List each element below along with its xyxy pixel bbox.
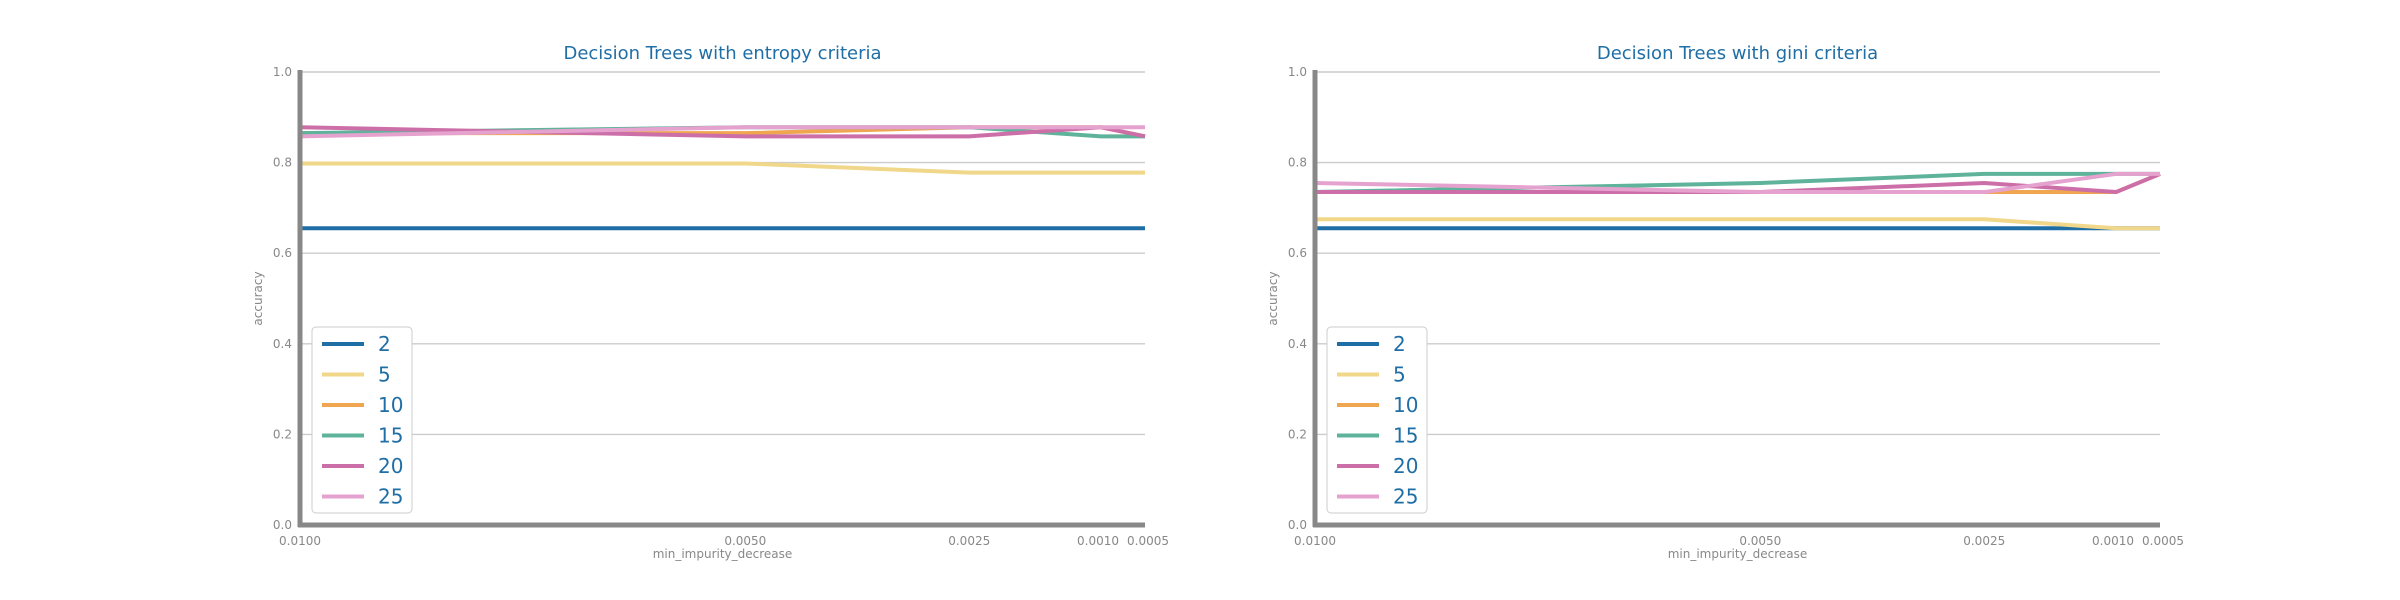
y-tick-label: 1.0 <box>273 65 292 79</box>
chart-title: Decision Trees with entropy criteria <box>563 43 881 64</box>
legend-label: 10 <box>378 393 403 417</box>
y-axis-label: accuracy <box>251 271 265 325</box>
legend-label: 2 <box>1393 332 1406 356</box>
series-line-5 <box>300 161 1145 175</box>
series-line-20 <box>1315 172 2161 195</box>
x-tick-label: 0.0010 <box>1077 534 1119 548</box>
x-tick-label: 0.0050 <box>724 534 766 548</box>
y-tick-label: 0.2 <box>1288 427 1307 441</box>
series-line-25 <box>1314 171 2160 195</box>
legend-label: 25 <box>378 485 403 509</box>
x-tick-label: 0.0100 <box>1294 534 1336 548</box>
chart-title: Decision Trees with gini criteria <box>1597 43 1878 64</box>
y-tick-label: 0.2 <box>273 427 292 441</box>
legend-label: 25 <box>1393 485 1418 509</box>
y-axis-label: accuracy <box>1266 271 1280 325</box>
legend-label: 20 <box>1393 454 1418 478</box>
x-tick-label: 0.0025 <box>948 534 990 548</box>
legend-label: 2 <box>378 332 391 356</box>
y-tick-label: 0.4 <box>273 337 292 351</box>
y-tick-label: 0.0 <box>273 518 292 532</box>
x-tick-label: 0.0025 <box>1963 534 2005 548</box>
x-axis-label: min_impurity_decrease <box>1668 547 1808 561</box>
x-tick-label: 0.0005 <box>2142 534 2184 548</box>
series-line-20 <box>299 125 1146 139</box>
legend-label: 15 <box>378 424 403 448</box>
legend-label: 5 <box>1393 363 1406 387</box>
y-tick-label: 0.4 <box>1288 337 1307 351</box>
legend-label: 10 <box>1393 393 1418 417</box>
series-line-25 <box>299 125 1145 139</box>
series-line-5 <box>1315 217 2160 231</box>
chart-entropy: 0.0 0.2 0.4 0.6 0.8 1.0 0.0100 0.0050 0.0025 0.00… <box>251 43 1169 561</box>
legend-label: 15 <box>1393 424 1418 448</box>
legend-label: 5 <box>378 363 391 387</box>
series-line-15 <box>1314 171 2160 195</box>
x-tick-label: 0.0050 <box>1739 534 1781 548</box>
x-axis-label: min_impurity_decrease <box>653 547 793 561</box>
y-tick-label: 0.6 <box>273 246 292 260</box>
x-tick-label: 0.0100 <box>279 534 321 548</box>
x-tick-label: 0.0010 <box>2092 534 2134 548</box>
legend-label: 20 <box>378 454 403 478</box>
y-tick-label: 1.0 <box>1288 65 1307 79</box>
y-tick-label: 0.8 <box>1288 156 1307 170</box>
y-tick-label: 0.8 <box>273 156 292 170</box>
y-tick-label: 0.0 <box>1288 518 1307 532</box>
chart-gini: 0.0 0.2 0.4 0.6 0.8 1.0 0.0100 0.0050 0.0025 0.00… <box>1266 43 2184 561</box>
y-tick-label: 0.6 <box>1288 246 1307 260</box>
x-tick-label: 0.0005 <box>1127 534 1169 548</box>
